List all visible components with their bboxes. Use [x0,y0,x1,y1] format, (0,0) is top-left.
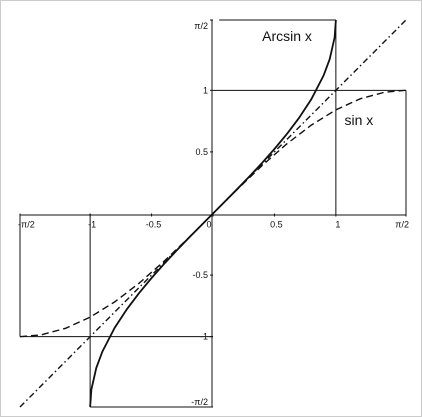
series-lines [19,19,407,408]
x-tick-label: 0 [206,220,211,230]
y-tick-label: 0.5 [195,147,208,157]
y-tick-label: π/2 [194,21,208,31]
identity-line [19,19,407,408]
y-tick-label: 1 [203,85,208,95]
y-tick-label: -1 [200,332,208,342]
x-tick-label: 0.5 [270,220,283,230]
y-tick-label: -0.5 [192,270,208,280]
series-labels: Arcsin x sin x [262,28,373,128]
arcsin-x-label: Arcsin x [262,28,312,44]
x-tick-label: π/2 [395,220,409,230]
sin-x-label: sin x [344,112,373,128]
tick-labels: -π/2 -1 -0.5 0 0.5 1 π/2 π/2 1 0.5 -0.5 -1 -π/2 [18,21,409,407]
x-tick-label: -0.5 [146,220,162,230]
x-tick-label: 1 [335,220,340,230]
tick-marks [19,19,407,408]
x-tick-label: -1 [88,220,96,230]
reference-lines [19,19,407,408]
x-tick-label: -π/2 [18,220,35,230]
y-tick-label: -π/2 [191,397,208,407]
